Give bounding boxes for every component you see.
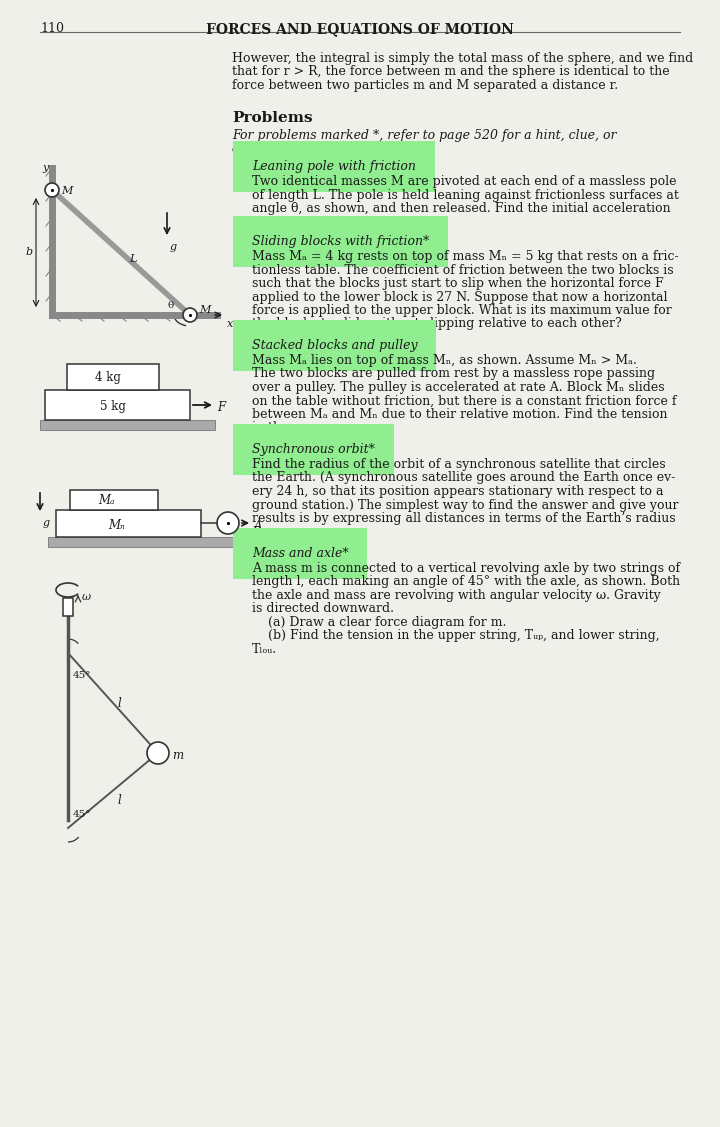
Text: Tₗₒᵤ.: Tₗₒᵤ. [252, 644, 277, 656]
Text: the blocks to slide without slipping relative to each other?: the blocks to slide without slipping rel… [252, 318, 622, 330]
Text: M: M [199, 305, 210, 316]
Text: FORCES AND EQUATIONS OF MOTION: FORCES AND EQUATIONS OF MOTION [206, 23, 514, 36]
Text: force is applied to the upper block. What is its maximum value for: force is applied to the upper block. Wha… [252, 304, 672, 317]
Text: g: g [170, 242, 177, 252]
Text: Two identical masses M are pivoted at each end of a massless pole: Two identical masses M are pivoted at ea… [252, 175, 677, 188]
Text: answer.: answer. [232, 142, 281, 156]
Text: Problems: Problems [232, 110, 312, 124]
FancyBboxPatch shape [70, 490, 158, 511]
Text: b: b [26, 247, 33, 257]
Text: For problems marked *, refer to page 520 for a hint, clue, or: For problems marked *, refer to page 520… [232, 128, 616, 142]
Text: θ: θ [168, 301, 174, 310]
Text: Mass Mₐ = 4 kg rests on top of mass Mₙ = 5 kg that rests on a fric-: Mass Mₐ = 4 kg rests on top of mass Mₙ =… [252, 250, 679, 263]
FancyBboxPatch shape [45, 390, 190, 420]
FancyBboxPatch shape [56, 511, 201, 536]
Text: the axle and mass are revolving with angular velocity ω. Gravity: the axle and mass are revolving with ang… [252, 589, 661, 602]
Text: Mₐ: Mₐ [98, 494, 114, 507]
FancyBboxPatch shape [48, 536, 233, 547]
Text: such that the blocks just start to slip when the horizontal force F: such that the blocks just start to slip … [252, 277, 664, 290]
Text: However, the integral is simply the total mass of the sphere, and we find: However, the integral is simply the tota… [232, 52, 693, 65]
FancyBboxPatch shape [67, 364, 159, 390]
Text: (b) Find the tension in the upper string, Tᵤₚ, and lower string,: (b) Find the tension in the upper string… [252, 630, 660, 642]
Text: Leaning pole with friction: Leaning pole with friction [252, 160, 416, 174]
Text: 3.4: 3.4 [232, 443, 253, 456]
Text: Synchronous orbit*: Synchronous orbit* [252, 443, 375, 456]
Text: 45°: 45° [73, 810, 91, 819]
Text: 3.2: 3.2 [232, 236, 253, 248]
Text: 45°: 45° [73, 671, 91, 680]
Text: A mass m is connected to a vertical revolving axle by two strings of: A mass m is connected to a vertical revo… [252, 562, 680, 575]
Text: 110: 110 [40, 23, 64, 35]
Text: 4 kg: 4 kg [95, 371, 121, 384]
Text: Stacked blocks and pulley: Stacked blocks and pulley [252, 339, 418, 352]
Text: The two blocks are pulled from rest by a massless rope passing: The two blocks are pulled from rest by a… [252, 367, 655, 381]
Circle shape [183, 308, 197, 322]
Text: Find the radius of the orbit of a synchronous satellite that circles: Find the radius of the orbit of a synchr… [252, 458, 665, 471]
Text: over a pulley. The pulley is accelerated at rate A. Block Mₙ slides: over a pulley. The pulley is accelerated… [252, 381, 665, 394]
Text: Rₑ.: Rₑ. [252, 525, 270, 539]
Text: between Mₐ and Mₙ due to their relative motion. Find the tension: between Mₐ and Mₙ due to their relative … [252, 408, 667, 421]
Circle shape [45, 183, 59, 197]
Text: 3.1: 3.1 [232, 160, 253, 174]
Text: ω: ω [82, 592, 91, 602]
Text: tionless table. The coefficient of friction between the two blocks is: tionless table. The coefficient of frict… [252, 264, 674, 276]
Text: force between two particles m and M separated a distance r.: force between two particles m and M sepa… [232, 79, 618, 92]
Text: ground station.) The simplest way to find the answer and give your: ground station.) The simplest way to fin… [252, 498, 678, 512]
Text: the Earth. (A synchronous satellite goes around the Earth once ev-: the Earth. (A synchronous satellite goes… [252, 471, 675, 485]
FancyBboxPatch shape [40, 420, 215, 431]
Text: l: l [118, 696, 122, 710]
Text: 3.3: 3.3 [232, 339, 253, 352]
Text: Mass Mₐ lies on top of mass Mₙ, as shown. Assume Mₙ > Mₐ.: Mass Mₐ lies on top of mass Mₙ, as shown… [252, 354, 637, 367]
Text: 3.5: 3.5 [232, 547, 253, 560]
Text: angle θ, as shown, and then released. Find the initial acceleration: angle θ, as shown, and then released. Fi… [252, 202, 670, 215]
Text: (a) Draw a clear force diagram for m.: (a) Draw a clear force diagram for m. [252, 616, 506, 629]
Circle shape [147, 742, 169, 764]
Text: F: F [217, 401, 225, 414]
Text: on the table without friction, but there is a constant friction force f: on the table without friction, but there… [252, 394, 677, 408]
Text: L: L [129, 254, 136, 264]
Text: Sliding blocks with friction*: Sliding blocks with friction* [252, 236, 429, 248]
Text: length l, each making an angle of 45° with the axle, as shown. Both: length l, each making an angle of 45° wi… [252, 576, 680, 588]
Text: applied to the lower block is 27 N. Suppose that now a horizontal: applied to the lower block is 27 N. Supp… [252, 291, 667, 303]
Text: is directed downward.: is directed downward. [252, 603, 394, 615]
Text: y: y [42, 163, 48, 174]
Text: Mass and axle*: Mass and axle* [252, 547, 348, 560]
Text: m: m [172, 749, 183, 762]
Text: A: A [254, 520, 263, 533]
Circle shape [217, 512, 239, 534]
Text: that for r > R, the force between m and the sphere is identical to the: that for r > R, the force between m and … [232, 65, 670, 79]
Text: 5 kg: 5 kg [100, 400, 126, 412]
Text: Mₙ: Mₙ [108, 520, 125, 532]
Text: g: g [43, 518, 50, 529]
Text: l: l [118, 795, 122, 807]
Text: ery 24 h, so that its position appears stationary with respect to a: ery 24 h, so that its position appears s… [252, 485, 664, 498]
FancyBboxPatch shape [63, 598, 73, 616]
Text: of length L. The pole is held leaning against frictionless surfaces at: of length L. The pole is held leaning ag… [252, 188, 679, 202]
Text: in the rope.: in the rope. [252, 421, 325, 435]
Text: results is by expressing all distances in terms of the Earth’s radius: results is by expressing all distances i… [252, 512, 675, 525]
Text: x: x [227, 319, 233, 329]
Text: of each mass.: of each mass. [252, 215, 338, 229]
Text: M: M [61, 186, 73, 196]
